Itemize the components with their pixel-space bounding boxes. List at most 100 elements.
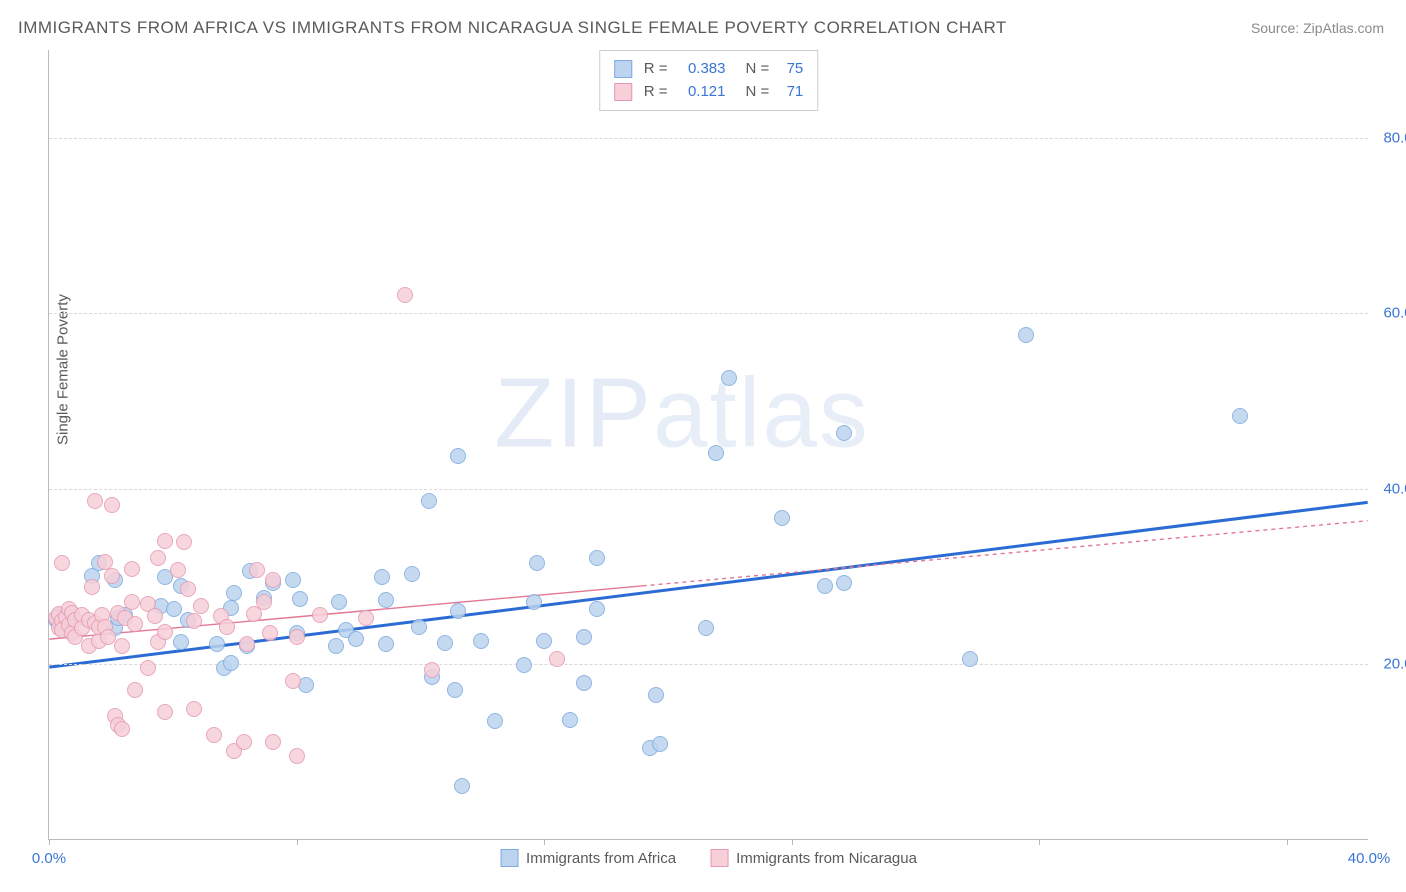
legend-swatch xyxy=(614,83,632,101)
data-point xyxy=(576,675,592,691)
data-point xyxy=(147,608,163,624)
chart-svg xyxy=(49,50,1368,839)
data-point xyxy=(374,569,390,585)
stat-n-label: N = xyxy=(732,57,770,80)
data-point xyxy=(223,655,239,671)
y-tick-label: 80.0% xyxy=(1383,129,1406,146)
data-point xyxy=(236,734,252,750)
data-point xyxy=(193,598,209,614)
data-point xyxy=(226,585,242,601)
data-point xyxy=(817,578,833,594)
data-point xyxy=(150,550,166,566)
stat-r-value: 0.383 xyxy=(674,57,726,80)
data-point xyxy=(424,662,440,678)
x-tick xyxy=(1287,839,1288,845)
data-point xyxy=(331,594,347,610)
data-point xyxy=(348,631,364,647)
stat-n-value: 75 xyxy=(775,57,803,80)
stat-n-label: N = xyxy=(732,80,770,103)
legend-swatch xyxy=(710,849,728,867)
y-tick-label: 40.0% xyxy=(1383,480,1406,497)
gridline xyxy=(49,138,1368,139)
data-point xyxy=(450,448,466,464)
data-point xyxy=(170,562,186,578)
stat-r-value: 0.121 xyxy=(674,80,726,103)
x-tick xyxy=(49,839,50,845)
stat-r-label: R = xyxy=(638,80,668,103)
data-point xyxy=(114,638,130,654)
data-point xyxy=(173,634,189,650)
legend-swatch xyxy=(614,60,632,78)
stats-row: R = 0.383 N =75 xyxy=(614,57,804,80)
data-point xyxy=(698,620,714,636)
y-tick-label: 60.0% xyxy=(1383,305,1406,322)
data-point xyxy=(708,445,724,461)
data-point xyxy=(836,425,852,441)
data-point xyxy=(114,721,130,737)
data-point xyxy=(962,651,978,667)
x-tick xyxy=(544,839,545,845)
x-tick xyxy=(1039,839,1040,845)
x-tick-label: 40.0% xyxy=(1348,850,1391,867)
data-point xyxy=(774,510,790,526)
data-point xyxy=(378,592,394,608)
data-point xyxy=(157,624,173,640)
data-point xyxy=(526,594,542,610)
data-point xyxy=(1018,327,1034,343)
data-point xyxy=(84,579,100,595)
data-point xyxy=(652,736,668,752)
data-point xyxy=(397,287,413,303)
watermark: ZIPatlas xyxy=(494,356,869,469)
data-point xyxy=(549,651,565,667)
data-point xyxy=(721,370,737,386)
data-point xyxy=(124,561,140,577)
data-point xyxy=(411,619,427,635)
watermark-thin: atlas xyxy=(653,357,870,467)
data-point xyxy=(265,734,281,750)
data-point xyxy=(140,660,156,676)
data-point xyxy=(358,610,374,626)
data-point xyxy=(262,625,278,641)
gridline xyxy=(49,489,1368,490)
gridline xyxy=(49,313,1368,314)
watermark-bold: ZIP xyxy=(494,357,652,467)
data-point xyxy=(127,682,143,698)
data-point xyxy=(378,636,394,652)
data-point xyxy=(536,633,552,649)
stat-r-label: R = xyxy=(638,57,668,80)
legend-label: Immigrants from Africa xyxy=(526,850,676,867)
data-point xyxy=(256,594,272,610)
data-point xyxy=(487,713,503,729)
plot-area: Single Female Poverty ZIPatlas R =0.383N… xyxy=(48,50,1368,840)
data-point xyxy=(285,673,301,689)
data-point xyxy=(124,594,140,610)
data-point xyxy=(285,572,301,588)
data-point xyxy=(450,603,466,619)
data-point xyxy=(157,533,173,549)
data-point xyxy=(437,635,453,651)
data-point xyxy=(239,636,255,652)
data-point xyxy=(289,629,305,645)
data-point xyxy=(265,572,281,588)
data-point xyxy=(219,619,235,635)
x-tick xyxy=(297,839,298,845)
data-point xyxy=(473,633,489,649)
data-point xyxy=(421,493,437,509)
data-point xyxy=(54,555,70,571)
data-point xyxy=(104,568,120,584)
y-tick-label: 20.0% xyxy=(1383,656,1406,673)
data-point xyxy=(292,591,308,607)
x-tick xyxy=(792,839,793,845)
source-attribution: Source: ZipAtlas.com xyxy=(1251,20,1384,36)
legend-item: Immigrants from Nicaragua xyxy=(710,849,917,867)
data-point xyxy=(209,636,225,652)
data-point xyxy=(447,682,463,698)
legend-swatch xyxy=(500,849,518,867)
data-point xyxy=(127,616,143,632)
data-point xyxy=(249,562,265,578)
legend-label: Immigrants from Nicaragua xyxy=(736,850,917,867)
stats-legend: R =0.383N =75R =0.121N =71 xyxy=(599,50,819,111)
data-point xyxy=(312,607,328,623)
data-point xyxy=(157,704,173,720)
data-point xyxy=(176,534,192,550)
